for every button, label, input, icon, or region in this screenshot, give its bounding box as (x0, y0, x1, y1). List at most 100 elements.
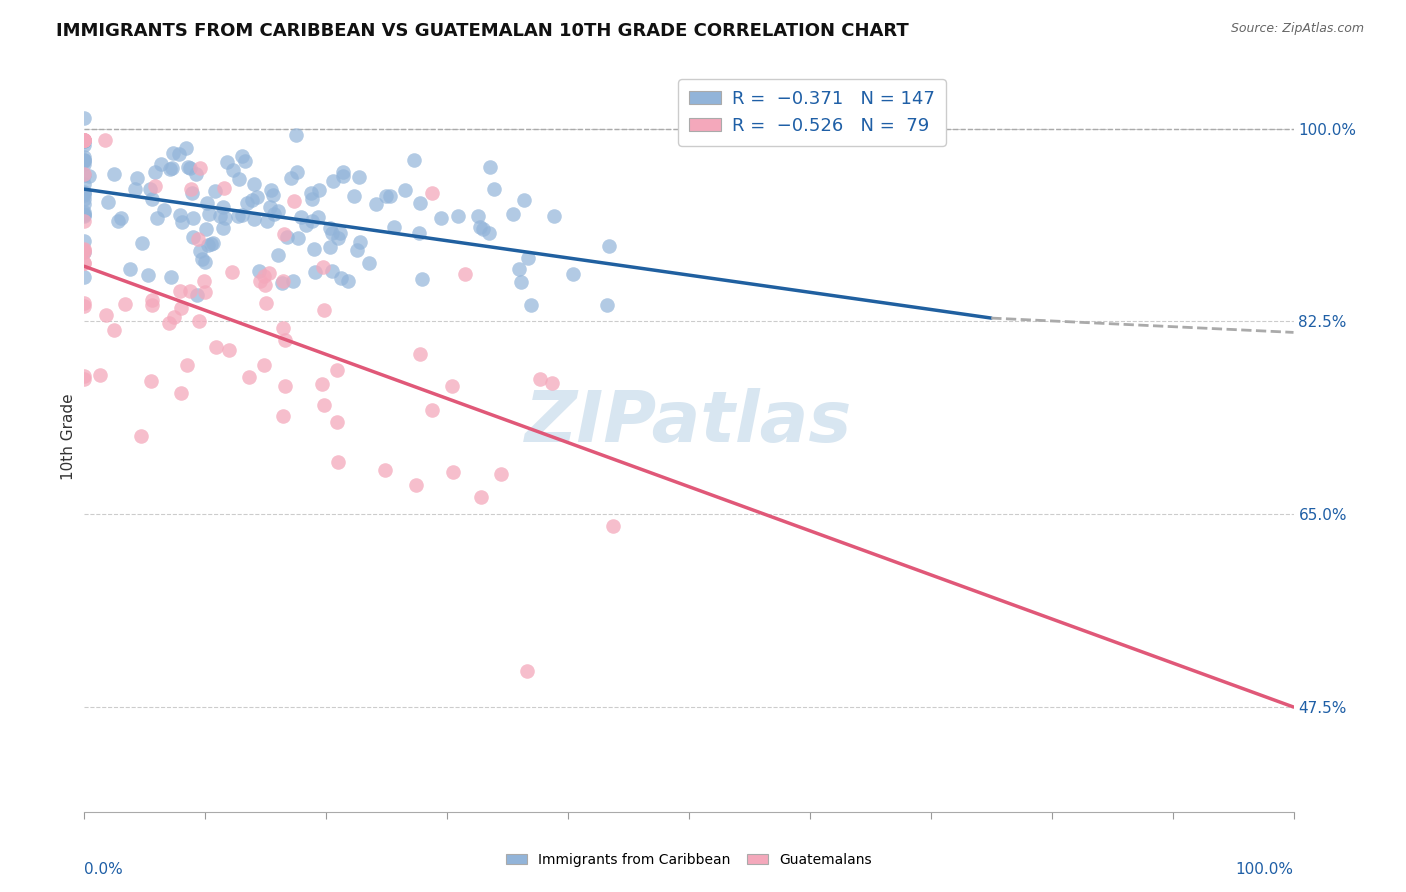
Point (326, 231, 349, 245)
Point (596, 298, 619, 312)
Point (271, 320, 294, 334)
Point (259, 200, 281, 214)
Point (169, 146, 191, 161)
Point (188, 314, 211, 328)
Point (231, 149, 253, 163)
Point (280, 171, 302, 186)
Point (598, 238, 620, 252)
Point (420, 186, 443, 201)
Point (184, 167, 207, 181)
Point (73, 256, 96, 270)
Point (267, 204, 290, 219)
Point (114, 297, 136, 311)
Point (73, 167, 96, 181)
Point (290, 210, 312, 224)
Point (441, 379, 464, 393)
Point (394, 183, 416, 197)
Point (183, 211, 205, 225)
Point (73, 132, 96, 146)
Point (181, 186, 204, 200)
Point (246, 190, 269, 204)
Point (73, 209, 96, 223)
Point (346, 243, 368, 257)
Point (347, 169, 370, 184)
Point (235, 196, 257, 211)
Point (454, 268, 477, 282)
Point (187, 232, 209, 246)
Point (254, 278, 277, 293)
Point (520, 298, 543, 312)
Point (262, 187, 284, 202)
Point (446, 209, 468, 223)
Point (221, 265, 243, 279)
Point (285, 128, 308, 142)
Point (103, 167, 125, 181)
Point (329, 226, 352, 240)
Point (131, 235, 153, 250)
Point (540, 376, 562, 390)
Point (118, 261, 141, 276)
Point (129, 429, 152, 443)
Point (143, 165, 166, 179)
Point (209, 210, 232, 224)
Point (238, 370, 260, 384)
Point (321, 264, 343, 278)
Point (201, 236, 224, 251)
Point (197, 238, 219, 252)
Point (96, 308, 118, 322)
Point (374, 462, 396, 476)
Point (308, 183, 330, 197)
Point (366, 197, 388, 211)
Point (332, 164, 354, 178)
Point (602, 518, 624, 533)
Point (326, 455, 349, 469)
Point (97, 194, 120, 209)
Point (170, 385, 193, 400)
Point (73, 135, 96, 149)
Point (242, 177, 264, 191)
Point (73, 296, 96, 310)
Point (314, 302, 336, 317)
Point (73, 299, 96, 313)
Point (218, 343, 240, 358)
Point (195, 222, 218, 236)
Point (430, 211, 453, 225)
Point (170, 215, 193, 229)
Point (73, 242, 96, 256)
Point (325, 415, 347, 429)
Point (482, 182, 505, 196)
Y-axis label: 10th Grade: 10th Grade (60, 393, 76, 481)
Point (73, 157, 96, 171)
Point (188, 161, 211, 176)
Point (194, 285, 217, 300)
Text: IMMIGRANTS FROM CARIBBEAN VS GUATEMALAN 10TH GRADE CORRELATION CHART: IMMIGRANTS FROM CARIBBEAN VS GUATEMALAN … (56, 22, 910, 40)
Point (468, 219, 491, 234)
Point (73, 197, 96, 211)
Point (349, 235, 371, 249)
Point (73, 132, 96, 146)
Point (94, 132, 117, 146)
Point (73, 138, 96, 153)
Point (285, 165, 308, 179)
Point (107, 213, 129, 227)
Point (312, 398, 335, 412)
Point (143, 178, 166, 193)
Point (73, 132, 96, 146)
Point (73, 234, 96, 248)
Point (307, 210, 329, 224)
Point (411, 272, 433, 286)
Point (149, 157, 172, 171)
Point (212, 181, 235, 195)
Point (249, 274, 271, 288)
Point (138, 182, 160, 196)
Point (159, 161, 181, 176)
Point (141, 192, 163, 206)
Point (359, 256, 381, 270)
Point (271, 276, 294, 290)
Point (73, 132, 96, 146)
Point (517, 252, 540, 266)
Point (73, 256, 96, 270)
Point (73, 244, 96, 259)
Point (77, 169, 100, 184)
Point (402, 153, 425, 168)
